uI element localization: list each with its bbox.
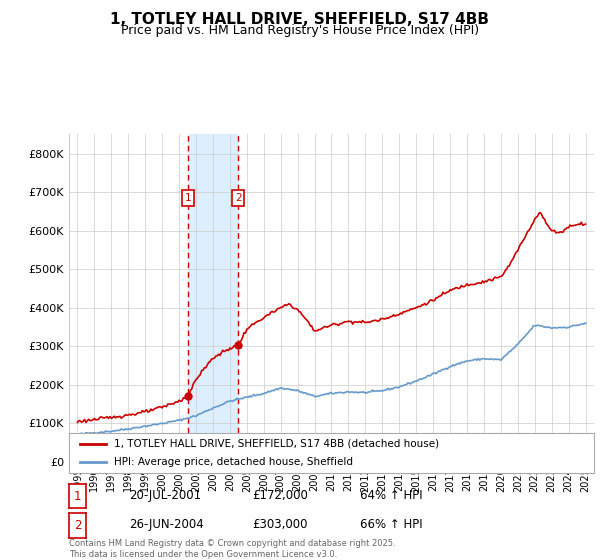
Text: £303,000: £303,000 [252, 518, 308, 531]
Text: 1: 1 [185, 193, 192, 203]
Text: 26-JUN-2004: 26-JUN-2004 [129, 518, 204, 531]
Text: 2: 2 [74, 519, 81, 532]
Text: HPI: Average price, detached house, Sheffield: HPI: Average price, detached house, Shef… [113, 458, 353, 467]
Text: Price paid vs. HM Land Registry's House Price Index (HPI): Price paid vs. HM Land Registry's House … [121, 24, 479, 37]
Text: Contains HM Land Registry data © Crown copyright and database right 2025.
This d: Contains HM Land Registry data © Crown c… [69, 539, 395, 559]
Text: 20-JUL-2001: 20-JUL-2001 [129, 489, 201, 502]
Text: 64% ↑ HPI: 64% ↑ HPI [360, 489, 422, 502]
Text: 66% ↑ HPI: 66% ↑ HPI [360, 518, 422, 531]
Text: 1, TOTLEY HALL DRIVE, SHEFFIELD, S17 4BB (detached house): 1, TOTLEY HALL DRIVE, SHEFFIELD, S17 4BB… [113, 439, 439, 449]
Text: 2: 2 [235, 193, 241, 203]
Text: 1, TOTLEY HALL DRIVE, SHEFFIELD, S17 4BB: 1, TOTLEY HALL DRIVE, SHEFFIELD, S17 4BB [110, 12, 490, 27]
Text: 1: 1 [74, 489, 81, 503]
Text: £172,000: £172,000 [252, 489, 308, 502]
Bar [188, 134, 238, 462]
